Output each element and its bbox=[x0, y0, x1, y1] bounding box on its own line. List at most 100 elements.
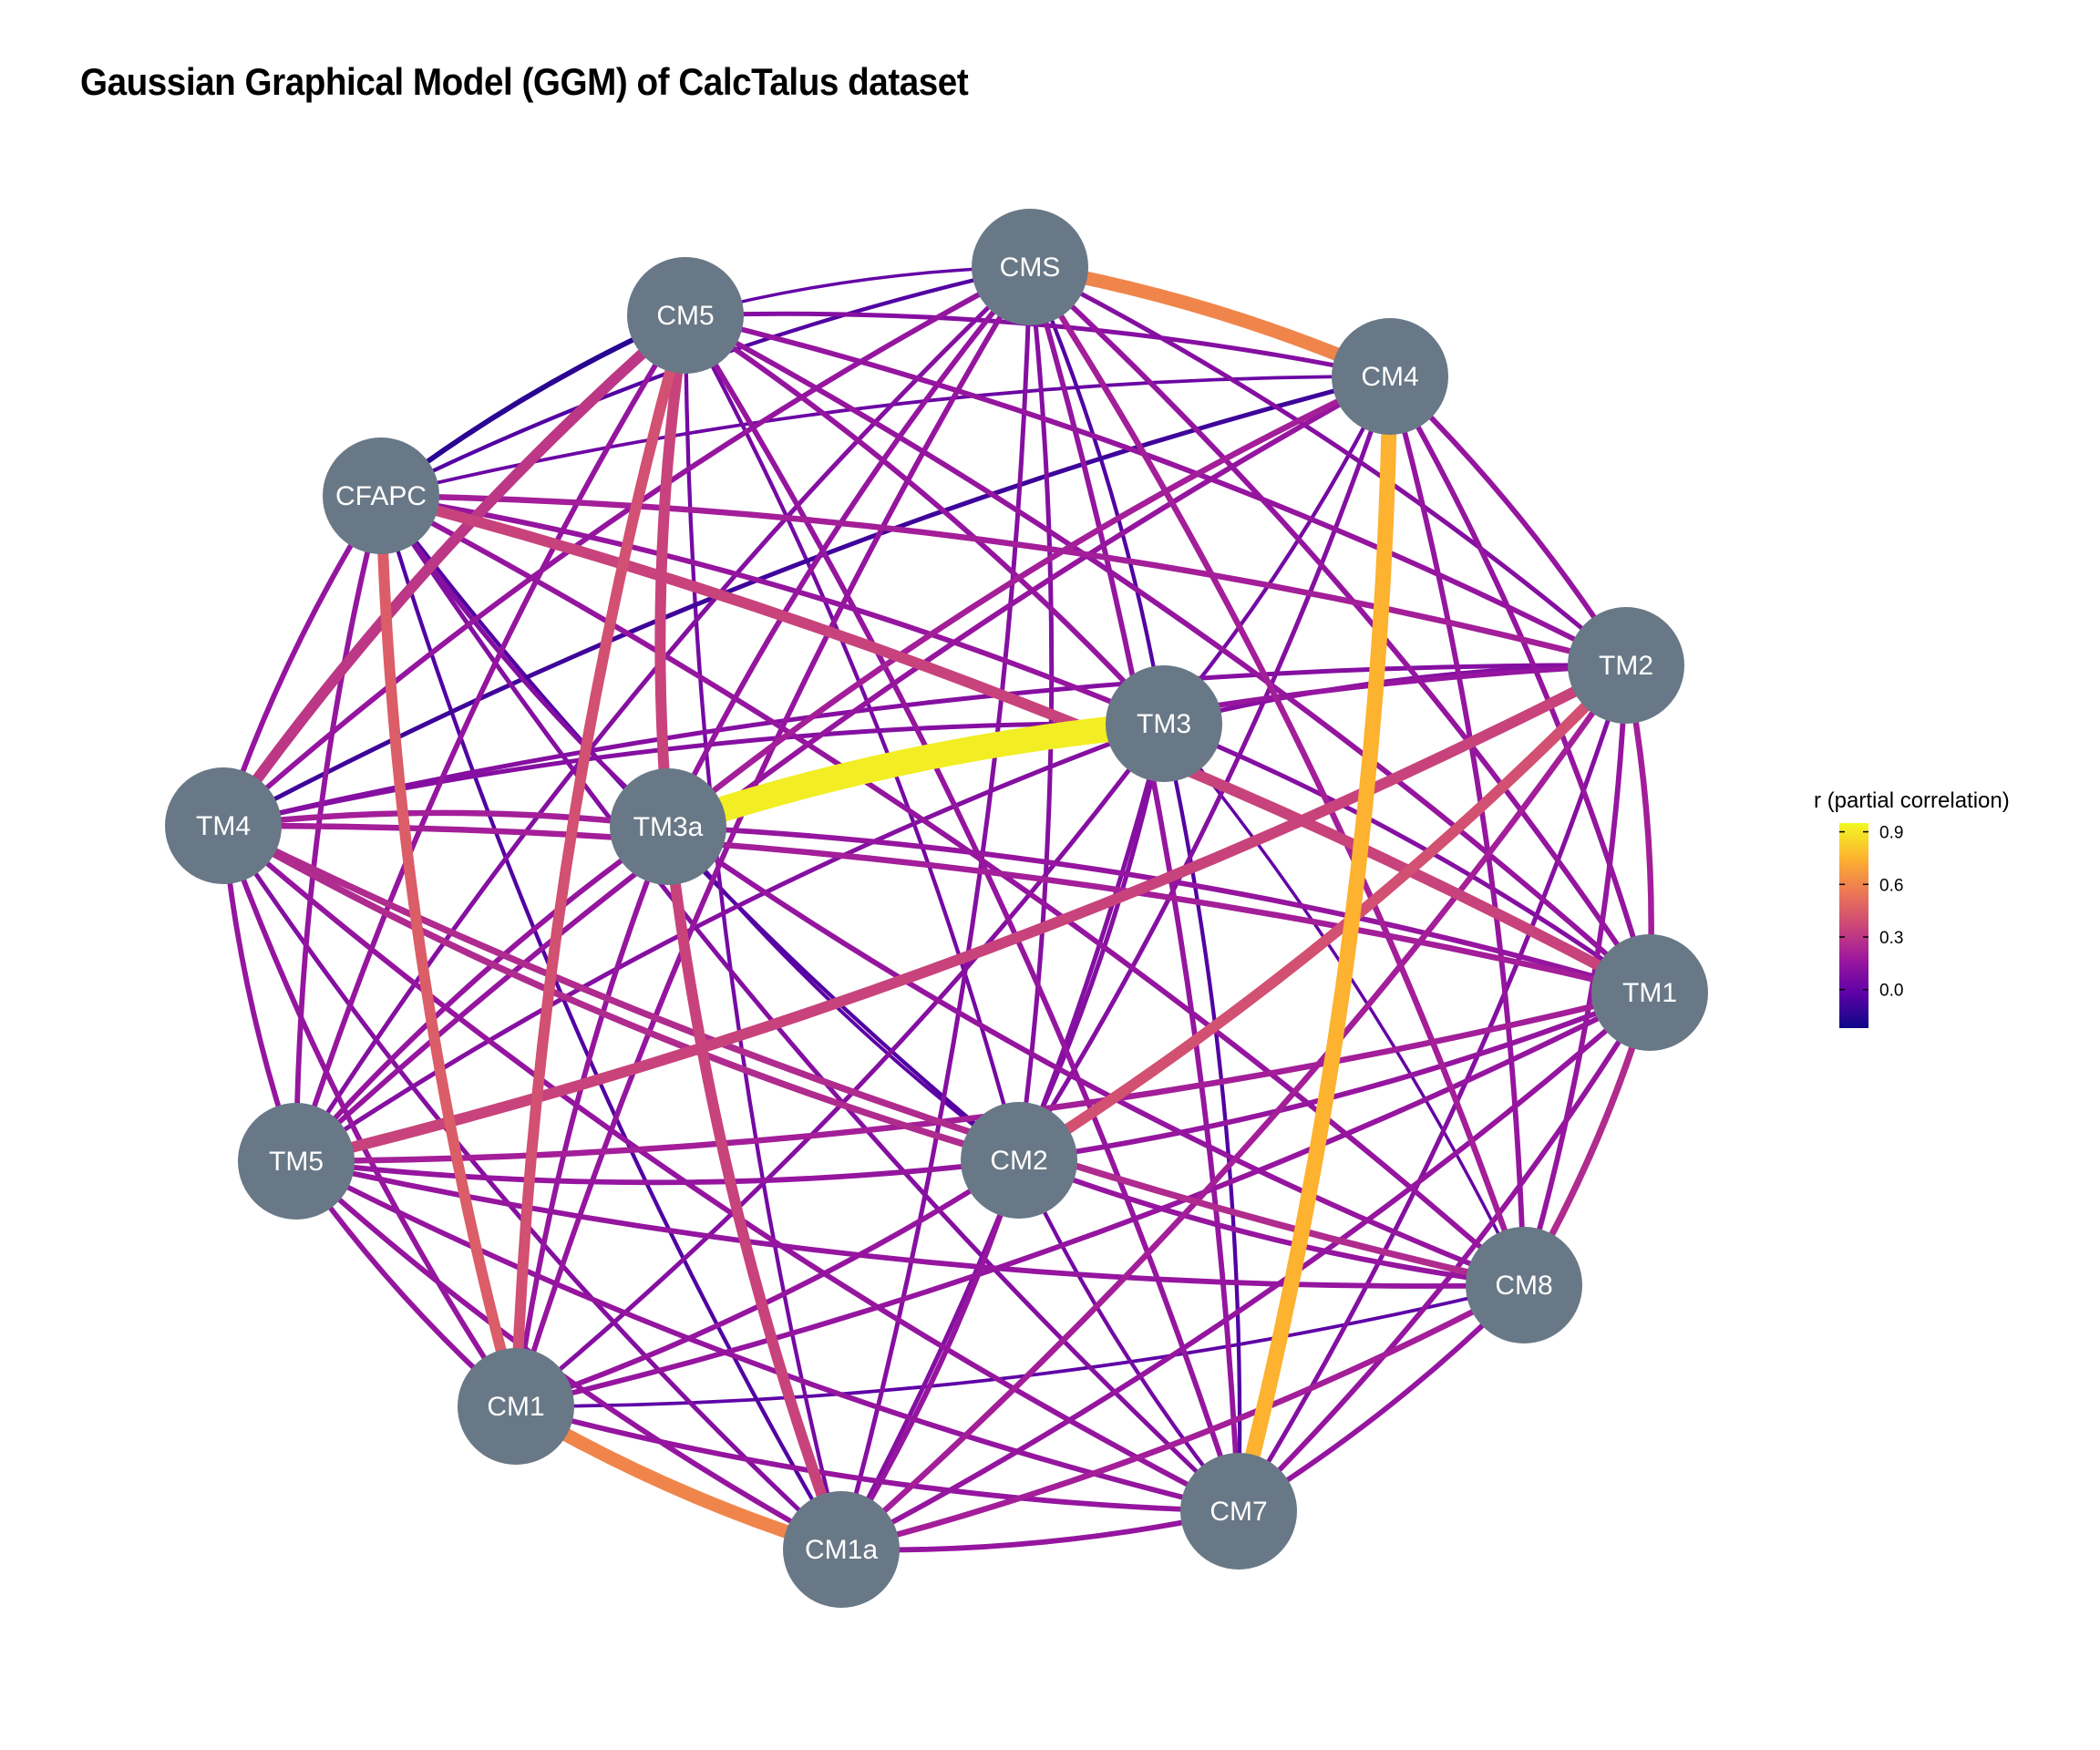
edge-TM1-CM5 bbox=[684, 313, 1652, 995]
edge-TM1-CM2 bbox=[1018, 990, 1652, 1163]
edge-CFAPC-TM3a bbox=[378, 494, 670, 829]
edge-CM7-CM1 bbox=[515, 1404, 1240, 1514]
edge-CM8-CM2 bbox=[1017, 1158, 1525, 1288]
edge-CMS-TM1 bbox=[1028, 264, 1652, 994]
edge-TM5-CM2 bbox=[295, 1158, 1020, 1186]
edge-TM4-TM3 bbox=[222, 721, 1165, 829]
node-label: CM1a bbox=[805, 1535, 878, 1565]
node-label: CMS bbox=[1000, 252, 1061, 283]
edge-CM7-TM4 bbox=[221, 823, 1240, 1514]
edge-CFAPC-CM1a bbox=[378, 495, 843, 1551]
node-label: TM1 bbox=[1622, 978, 1677, 1008]
edge-CM7-CM5 bbox=[683, 314, 1241, 1512]
node-circle bbox=[1568, 607, 1684, 724]
edge-CM5-TM3 bbox=[684, 313, 1167, 726]
node-TM2: TM2 bbox=[1568, 607, 1684, 724]
node-CM2: CM2 bbox=[961, 1102, 1077, 1219]
node-label: TM2 bbox=[1599, 651, 1653, 681]
edge-TM5-CM5 bbox=[293, 314, 688, 1162]
nodes-layer: CMS CM4 TM2 TM1 CM8 CM7 CM1a CM1 TM5 TM4 CFAPC CM5 T… bbox=[165, 209, 1708, 1608]
edge-CM7-TM3 bbox=[1161, 723, 1242, 1512]
node-label: TM3 bbox=[1137, 709, 1191, 739]
edge-CMS-CM1a bbox=[839, 266, 1033, 1550]
edge-CM4-CM5 bbox=[685, 311, 1391, 379]
edge-CM4-CM2 bbox=[1016, 376, 1393, 1162]
node-circle bbox=[165, 767, 282, 884]
legend-tick-label: 0.3 bbox=[1879, 929, 1903, 948]
node-TM4: TM4 bbox=[165, 767, 282, 884]
edge-CM8-CM1a bbox=[840, 1282, 1526, 1553]
node-circle bbox=[783, 1491, 900, 1608]
figure-title: Gaussian Graphical Model (GGM) of CalcTa… bbox=[80, 60, 969, 103]
node-CM4: CM4 bbox=[1332, 318, 1448, 435]
node-circle bbox=[610, 768, 726, 885]
legend-tick-label: 0.9 bbox=[1879, 824, 1903, 843]
node-circle bbox=[961, 1102, 1077, 1219]
node-label: CM1 bbox=[487, 1392, 544, 1422]
node-label: CM4 bbox=[1361, 362, 1418, 392]
legend-colorbar bbox=[1839, 823, 1868, 1028]
edge-TM1-CM1 bbox=[515, 990, 1652, 1409]
node-TM3: TM3 bbox=[1106, 665, 1222, 782]
node-TM3a: TM3a bbox=[610, 768, 726, 885]
edge-CMS-CM1 bbox=[513, 265, 1033, 1407]
edge-CM8-TM5 bbox=[295, 1158, 1525, 1289]
edge-CM1a-CM2 bbox=[839, 1159, 1022, 1551]
legend-title: r (partial correlation) bbox=[1814, 788, 2010, 813]
edge-TM1-TM5 bbox=[295, 989, 1651, 1165]
node-CFAPC: CFAPC bbox=[323, 438, 439, 554]
node-CM8: CM8 bbox=[1466, 1227, 1582, 1343]
edge-TM3-CM8 bbox=[1162, 722, 1526, 1286]
node-label: CM8 bbox=[1495, 1271, 1552, 1301]
edge-CM4-TM5 bbox=[294, 374, 1392, 1164]
node-CM1: CM1 bbox=[458, 1348, 574, 1465]
node-circle bbox=[238, 1103, 355, 1220]
node-circle bbox=[1106, 665, 1222, 782]
edge-CM4-TM3a bbox=[665, 374, 1392, 829]
node-TM1: TM1 bbox=[1591, 934, 1708, 1051]
edge-TM5-TM3 bbox=[294, 721, 1165, 1164]
edge-TM2-CM1a bbox=[839, 664, 1629, 1552]
color-legend: r (partial correlation) 0.9 0.6 0.3 0.0 bbox=[1814, 788, 2010, 1028]
node-circle bbox=[972, 209, 1088, 325]
node-circle bbox=[627, 257, 744, 374]
edge-TM1-CM1a bbox=[839, 990, 1652, 1552]
edge-TM2-TM5 bbox=[294, 660, 1629, 1167]
edge-TM2-TM4 bbox=[222, 663, 1627, 829]
legend-ticks: 0.9 0.6 0.3 0.0 bbox=[1839, 824, 1903, 1001]
edge-CMS-TM3a bbox=[665, 265, 1033, 829]
legend-tick-label: 0.0 bbox=[1879, 982, 1903, 1001]
node-label: CM2 bbox=[990, 1146, 1047, 1176]
node-circle bbox=[1180, 1453, 1297, 1570]
node-TM5: TM5 bbox=[238, 1103, 355, 1220]
node-label: CFAPC bbox=[335, 481, 427, 511]
node-circle bbox=[1466, 1227, 1582, 1343]
legend-tick-label: 0.6 bbox=[1879, 876, 1903, 895]
edge-TM1-TM3 bbox=[1163, 721, 1652, 995]
edge-TM1-CM7 bbox=[1236, 991, 1652, 1514]
node-circle bbox=[1591, 934, 1708, 1051]
edge-CFAPC-TM3 bbox=[380, 493, 1166, 726]
edge-TM5-TM3a bbox=[293, 824, 670, 1163]
node-label: TM4 bbox=[196, 811, 251, 841]
edge-CM1-TM3a bbox=[513, 825, 671, 1407]
edge-CM4-CM7 bbox=[1230, 376, 1398, 1514]
edge-TM3a-CM1a bbox=[663, 826, 847, 1552]
edge-TM4-TM3a bbox=[222, 809, 669, 830]
edge-CM4-TM1 bbox=[1387, 375, 1652, 993]
node-label: TM5 bbox=[269, 1147, 324, 1177]
edge-TM2-CM2 bbox=[1015, 661, 1631, 1166]
edge-CMS-TM5 bbox=[293, 265, 1032, 1163]
edge-TM1-TM4 bbox=[222, 822, 1651, 996]
edge-TM2-CM5 bbox=[685, 313, 1628, 668]
node-label: CM7 bbox=[1210, 1497, 1267, 1527]
edge-CM1a-TM5 bbox=[294, 1158, 843, 1552]
edge-TM2-CFAPC bbox=[380, 492, 1627, 669]
edge-CFAPC-TM1 bbox=[379, 490, 1652, 998]
edge-CM1-TM3 bbox=[514, 722, 1167, 1408]
node-label: TM3a bbox=[633, 812, 704, 842]
node-label: CM5 bbox=[656, 301, 714, 331]
edge-CM1a-CM5 bbox=[683, 314, 844, 1550]
edges-layer bbox=[219, 260, 1654, 1557]
